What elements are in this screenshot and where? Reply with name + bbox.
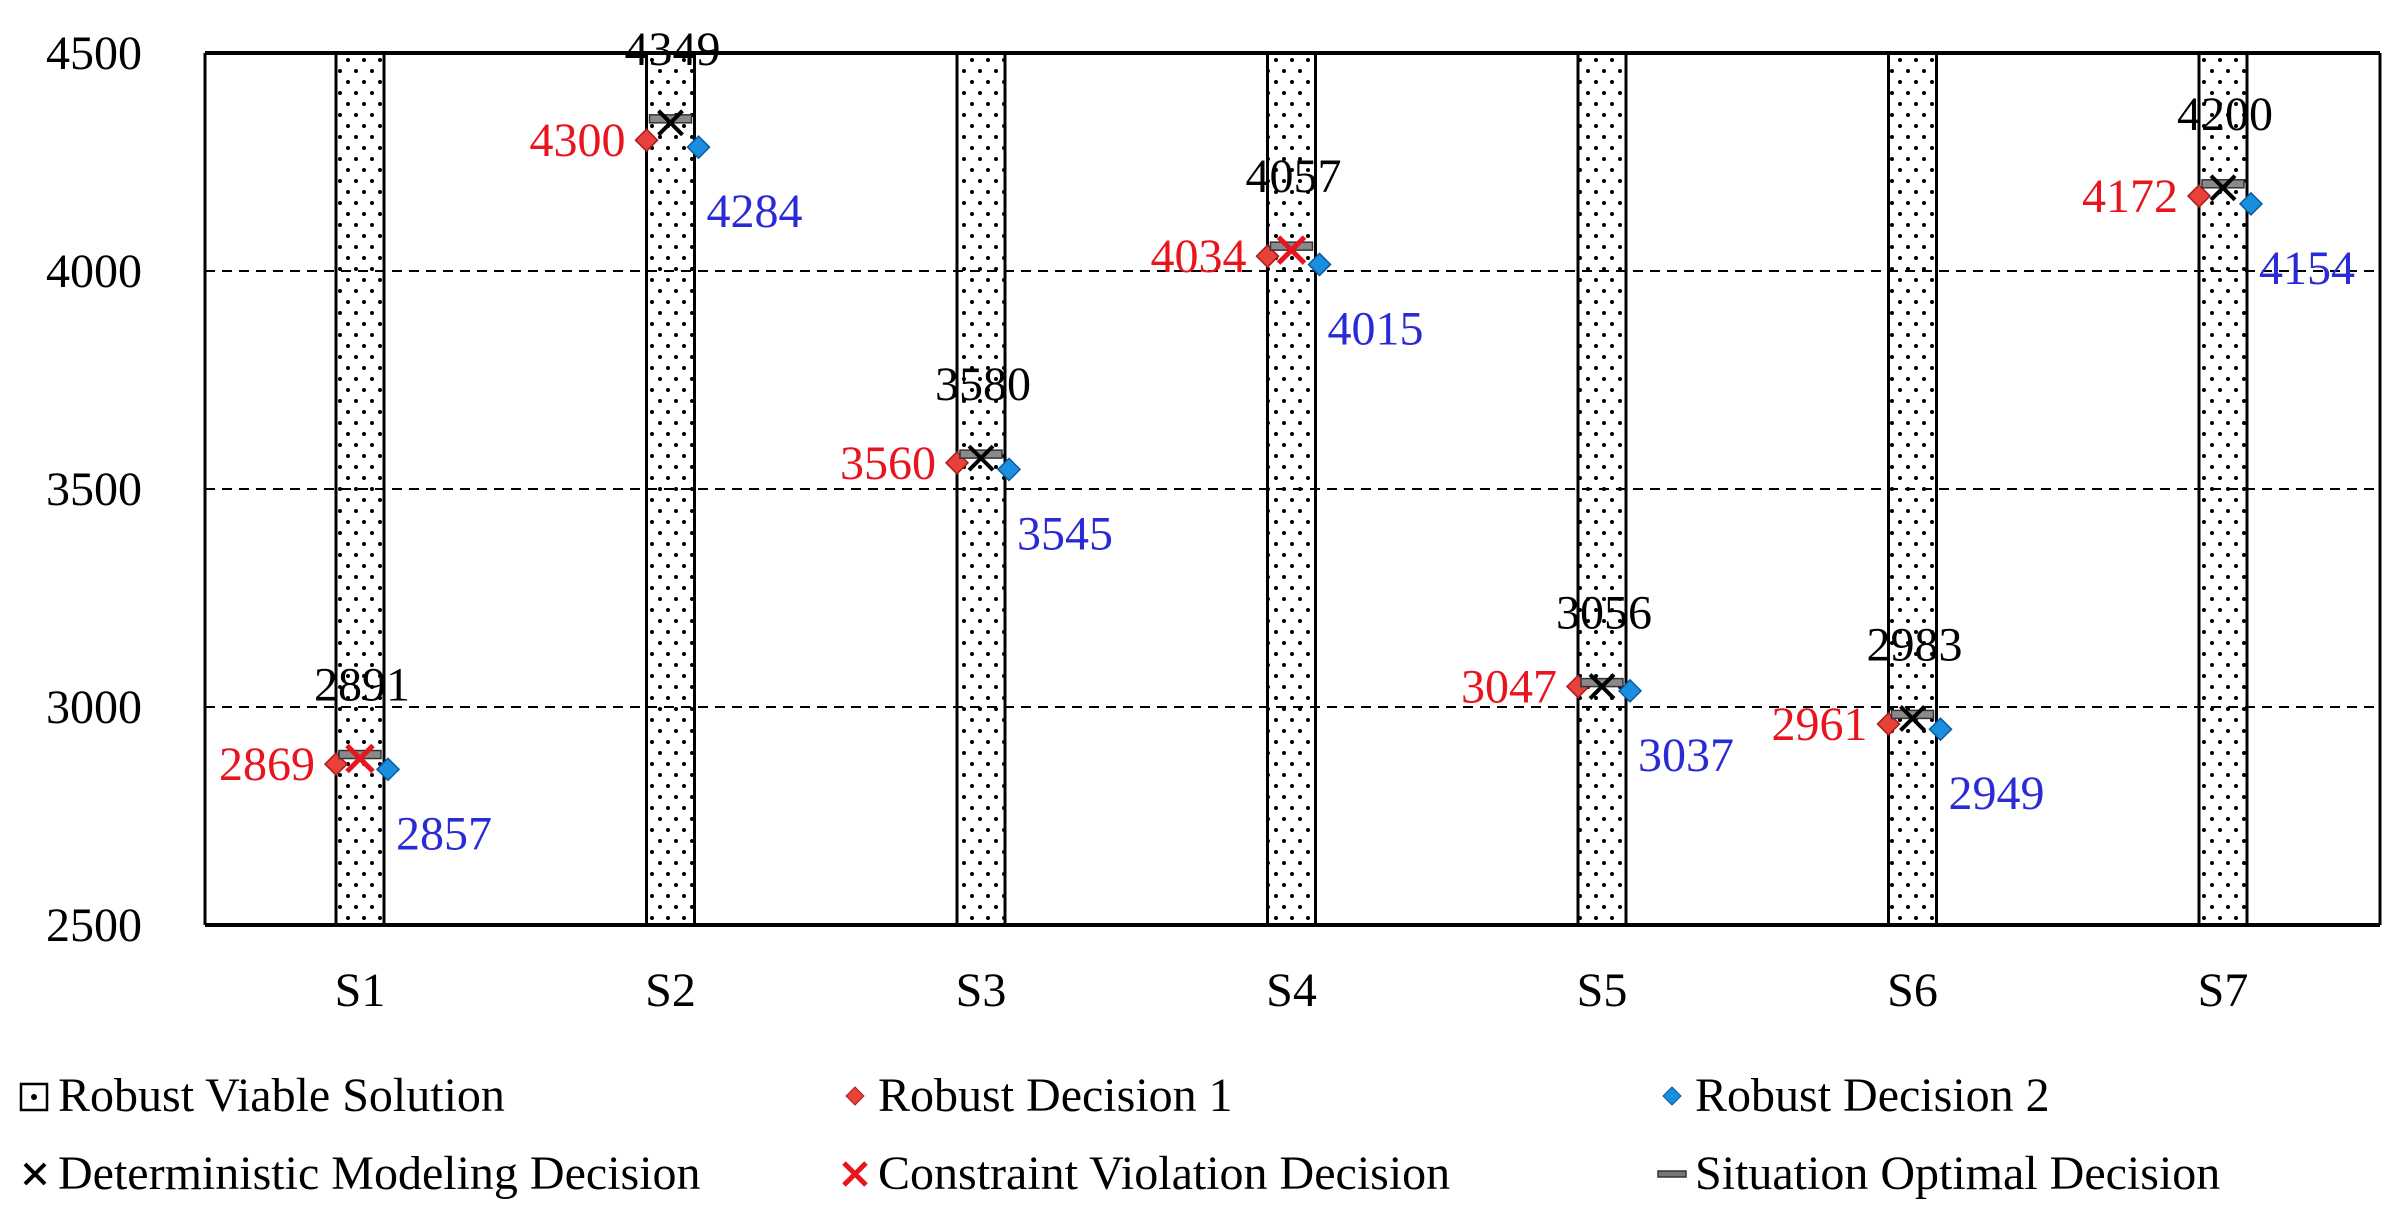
robust-viable-band: [1267, 53, 1316, 925]
situation-optimal-label: 2983: [1867, 618, 1963, 671]
legend-item-robust-decision-1: Robust Decision 1: [838, 1068, 1233, 1123]
situation-optimal-label: 4200: [2177, 88, 2273, 141]
y-tick-label: 4000: [46, 245, 142, 298]
robust-decision-2-label: 2857: [396, 807, 492, 860]
y-axis-ticks: 2500 3000 3500 4000 4500: [46, 27, 142, 952]
situation-optimal-label: 3580: [935, 358, 1031, 411]
robust-decision-2-label: 4154: [2259, 242, 2355, 295]
blue-diamond-icon: [1662, 1085, 1682, 1106]
deterministic-decision-mark: [1899, 704, 1926, 732]
legend-item-robust-decision-2: Robust Decision 2: [1655, 1068, 2050, 1123]
gray-dash-icon: [1657, 1169, 1687, 1178]
legend-label: Robust Decision 2: [1695, 1069, 2050, 1122]
y-tick-label: 3500: [46, 463, 142, 516]
situation-optimal-label: 4349: [625, 23, 721, 76]
grid-lines: [205, 270, 2380, 708]
x-tick-label: S4: [1266, 964, 1317, 1017]
deterministic-decision-mark: [1588, 673, 1616, 700]
robust-decision-2-label: 3037: [1638, 729, 1734, 782]
legend-item-situation-optimal: Situation Optimal Decision: [1655, 1146, 2220, 1201]
deterministic-decision-mark: [2209, 174, 2237, 202]
robust-decision-2-label: 3545: [1017, 507, 1113, 560]
legend-item-robust-viable: Robust Viable Solution: [18, 1068, 505, 1123]
robust-decision-2-label: 2949: [1949, 767, 2045, 820]
x-tick-label: S7: [2198, 964, 2249, 1017]
x-tick-label: S1: [335, 964, 386, 1017]
legend-label: Deterministic Modeling Decision: [58, 1147, 701, 1200]
constraint-violation-mark: [1276, 235, 1307, 265]
robust-decision-1-label: 2869: [219, 738, 315, 791]
data-marks: [323, 109, 2264, 782]
robust-decision-1-point: [634, 128, 659, 153]
situation-optimal-label: 4057: [1246, 150, 1342, 203]
constraint-violation-mark: [345, 743, 375, 774]
robust-viable-band: [957, 53, 1005, 925]
y-tick-label: 4500: [46, 27, 142, 80]
robust-decision-2-point: [1928, 717, 1953, 742]
robust-decision-2-point: [996, 457, 1022, 482]
legend: Robust Viable Solution Robust Decision 1…: [0, 1050, 2392, 1210]
legend-label: Constraint Violation Decision: [878, 1147, 1451, 1200]
deterministic-decision-mark: [657, 109, 684, 137]
robust-decision-1-point: [2186, 183, 2212, 209]
chart: 2500 3000 3500 4000 4500 S1 S2 S3 S4 S5 S6 S7 2891…: [46, 23, 2382, 1017]
robust-decision-2-label: 4284: [707, 185, 803, 238]
robust-decision-1-label: 3047: [1461, 661, 1557, 714]
robust-decision-1-label: 4172: [2082, 170, 2178, 223]
deterministic-decision-mark: [967, 444, 995, 472]
data-labels: 2891 2869 2857 4349 4300 4284 3580 3560 3545 4057…: [219, 23, 2355, 861]
y-tick-label: 3000: [46, 681, 142, 734]
dotted-square-icon: [19, 1082, 49, 1111]
y-tick-label: 2500: [46, 899, 142, 952]
black-x-icon: [23, 1162, 47, 1185]
robust-decision-1-label: 3560: [840, 437, 936, 490]
x-tick-label: S2: [645, 964, 696, 1017]
legend-label: Robust Decision 1: [878, 1069, 1233, 1122]
x-tick-label: S6: [1887, 964, 1938, 1017]
x-axis-ticks: S1 S2 S3 S4 S5 S6 S7: [335, 964, 2249, 1017]
legend-label: Situation Optimal Decision: [1695, 1147, 2221, 1200]
robust-decision-2-point: [375, 757, 401, 782]
legend-item-deterministic: Deterministic Modeling Decision: [18, 1146, 701, 1201]
legend-label: Robust Viable Solution: [58, 1069, 505, 1122]
robust-decision-2-label: 4015: [1328, 302, 1424, 355]
legend-item-constraint-violation: Constraint Violation Decision: [838, 1146, 1450, 1201]
robust-decision-2-point: [1307, 252, 1332, 277]
robust-decision-1-label: 4300: [530, 114, 626, 167]
situation-optimal-label: 2891: [314, 659, 410, 712]
robust-decision-2-point: [686, 135, 711, 160]
x-tick-label: S3: [956, 964, 1007, 1017]
x-tick-label: S5: [1577, 964, 1628, 1017]
plot-frame: [203, 51, 2382, 927]
robust-decision-1-label: 2961: [1772, 698, 1868, 751]
red-x-icon: [842, 1160, 868, 1187]
situation-optimal-label: 3056: [1556, 587, 1652, 640]
robust-decision-1-label: 4034: [1151, 230, 1247, 283]
robust-decision-2-point: [2238, 191, 2264, 216]
red-diamond-icon: [845, 1085, 865, 1106]
